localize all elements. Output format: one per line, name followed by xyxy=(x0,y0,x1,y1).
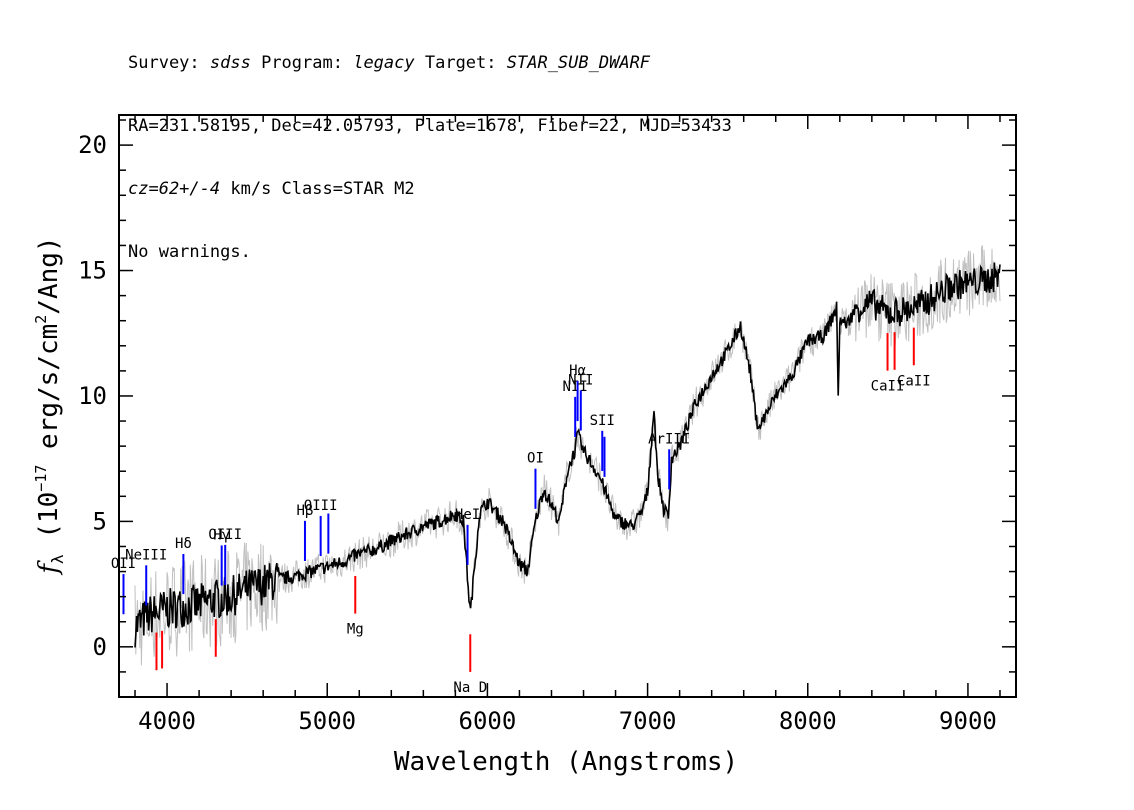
error-line xyxy=(134,245,1001,666)
header-line-coordinates: RA=231.58195, Dec=42.05793, Plate=1678, … xyxy=(128,116,732,136)
header-line-survey: Survey: sdss Program: legacy Target: STA… xyxy=(128,53,732,74)
line-label: Hγ xyxy=(213,527,230,543)
class-value: km/s Class=STAR M2 xyxy=(220,179,415,199)
header-line-warnings: No warnings. xyxy=(128,242,251,262)
survey-value: sdss xyxy=(209,53,251,73)
target-value: STAR_SUB_DWARF xyxy=(506,53,651,73)
axes: 4000 5000 6000 7000 8000 9000 0 5 10 15 20 xyxy=(78,114,1017,735)
line-label: ArIII xyxy=(648,431,690,447)
header-line-redshift: cz=62+/-4 km/s Class=STAR M2 xyxy=(128,179,732,200)
ylabel-exp: −17 xyxy=(32,465,50,492)
line-label: HeI xyxy=(455,507,480,523)
line-label: SII xyxy=(590,413,615,429)
program-value: legacy xyxy=(353,53,415,73)
error-band xyxy=(134,245,1001,666)
x-tick-label: 8000 xyxy=(779,707,837,735)
ylabel-close: /Ang) xyxy=(34,236,64,314)
line-label: NII xyxy=(568,372,593,388)
x-tick-label: 6000 xyxy=(459,707,517,735)
ylabel-mid: erg/s/cm xyxy=(34,324,64,465)
ylabel-exp2: 2 xyxy=(32,315,50,324)
redshift-value: cz=62+/-4 xyxy=(128,179,221,199)
spectral-line-markers: OIINeIIIHδHγOIIIHβOIIIHeIOINIIHαNIISIIAr… xyxy=(111,327,931,696)
x-tick-label: 7000 xyxy=(619,707,677,735)
spectrum-header: Survey: sdss Program: legacy Target: STA… xyxy=(128,11,732,284)
flux-series xyxy=(134,262,1001,648)
line-label: Hα xyxy=(569,363,586,379)
ylabel-lambda: λ xyxy=(48,554,67,564)
flux-line xyxy=(134,262,1001,648)
line-label: CaII xyxy=(897,373,931,389)
line-label: OIII xyxy=(208,527,242,543)
y-tick-label: 15 xyxy=(78,257,107,285)
line-label: Mg xyxy=(347,622,364,638)
program-label: Program: xyxy=(250,53,354,73)
target-label: Target: xyxy=(414,53,507,73)
y-tick-label: 20 xyxy=(78,131,107,159)
y-tick-label: 0 xyxy=(93,633,107,661)
plot-frame xyxy=(118,114,1017,698)
line-label: OI xyxy=(527,451,544,467)
ylabel-open: (10 xyxy=(34,492,64,555)
line-label: Hβ xyxy=(297,503,314,519)
x-tick-label: 4000 xyxy=(138,707,196,735)
x-axis-label: Wavelength (Angstroms) xyxy=(394,747,738,777)
x-tick-label: 5000 xyxy=(298,707,356,735)
y-tick-label: 10 xyxy=(78,382,107,410)
y-axis-label: fλ (10−17 erg/s/cm2/Ang) xyxy=(32,236,67,575)
x-tick-label: 9000 xyxy=(939,707,997,735)
survey-label: Survey: xyxy=(128,53,210,73)
line-label: CaII xyxy=(871,379,905,395)
line-label: OIII xyxy=(304,498,338,514)
line-label: Hδ xyxy=(175,536,192,552)
y-tick-label: 5 xyxy=(93,507,107,535)
line-label: NeIII xyxy=(125,547,167,563)
line-label: OII xyxy=(111,556,136,572)
line-label: Na D xyxy=(453,680,487,696)
